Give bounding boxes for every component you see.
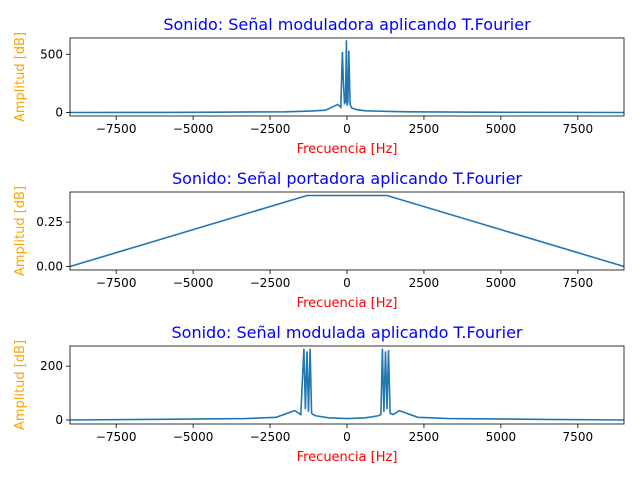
axes-frame — [69, 191, 625, 271]
x-tick-label: 0 — [343, 122, 351, 136]
axes-frame — [69, 345, 625, 425]
chart-title: Sonido: Señal portadora aplicando T.Four… — [172, 169, 522, 188]
y-axis-label: Amplitud [dB] — [13, 32, 28, 122]
x-tick-label: 2500 — [409, 276, 440, 290]
chart-title: Sonido: Señal moduladora aplicando T.Fou… — [163, 15, 531, 34]
x-axis-label: Frecuencia [Hz] — [297, 142, 398, 157]
x-tick-label: 7500 — [563, 276, 594, 290]
chart-title: Sonido: Señal modulada aplicando T.Fouri… — [172, 323, 523, 342]
x-tick-label: −5000 — [173, 430, 214, 444]
x-tick-label: −2500 — [250, 276, 291, 290]
y-tick-label: 0 — [55, 413, 63, 427]
x-tick-label: 7500 — [563, 430, 594, 444]
x-tick-label: 5000 — [486, 430, 517, 444]
x-tick-label: 0 — [343, 430, 351, 444]
x-tick-label: −2500 — [250, 430, 291, 444]
series-line-2-0 — [69, 348, 625, 421]
x-tick-label: 5000 — [486, 122, 517, 136]
x-tick-label: −5000 — [173, 122, 214, 136]
chart-modulada: −7500 −5000 −2500 0 2500 5000 7500 0 200 Sonido: … — [13, 323, 625, 465]
x-tick-label: −5000 — [173, 276, 214, 290]
x-tick-label: 2500 — [409, 430, 440, 444]
y-tick-label: 0 — [55, 106, 63, 120]
x-tick-label: 0 — [343, 276, 351, 290]
y-axis-label: Amplitud [dB] — [13, 340, 28, 430]
y-axis-label: Amplitud [dB] — [13, 186, 28, 276]
x-tick-label: 5000 — [486, 276, 517, 290]
chart-moduladora: −7500 −5000 −2500 0 2500 5000 7500 0 500 Sonido: … — [13, 15, 625, 157]
x-tick-label: 2500 — [409, 122, 440, 136]
x-axis-label: Frecuencia [Hz] — [297, 450, 398, 465]
x-tick-label: −7500 — [96, 430, 137, 444]
x-tick-label: −2500 — [250, 122, 291, 136]
series-line-0-0 — [69, 40, 625, 114]
y-tick-label: 500 — [40, 47, 63, 61]
chart-portadora: −7500 −5000 −2500 0 2500 5000 7500 0.00 0.25 Soni… — [13, 169, 625, 311]
series-line-1-0 — [69, 194, 625, 268]
y-tick-label: 0.25 — [36, 215, 63, 229]
y-tick-label: 0.00 — [36, 259, 63, 273]
x-tick-label: 7500 — [563, 122, 594, 136]
x-tick-label: −7500 — [96, 122, 137, 136]
y-tick-label: 200 — [40, 359, 63, 373]
x-tick-label: −7500 — [96, 276, 137, 290]
x-axis-label: Frecuencia [Hz] — [297, 296, 398, 311]
